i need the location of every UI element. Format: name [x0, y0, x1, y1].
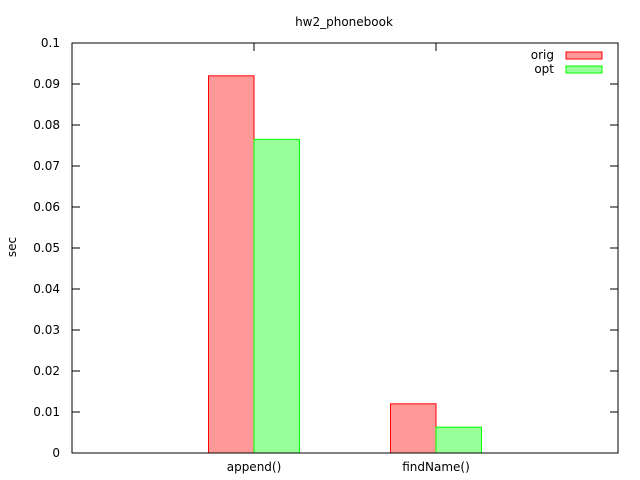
x-tick-label: append() [227, 460, 282, 474]
legend-label-opt: opt [534, 62, 554, 76]
y-tick-label: 0.01 [33, 405, 60, 419]
legend-swatch-opt [565, 65, 603, 74]
y-tick-label: 0.09 [33, 77, 60, 91]
y-tick-label: 0.07 [33, 159, 60, 173]
y-tick-label: 0.06 [33, 200, 60, 214]
bar-opt-1 [435, 426, 482, 454]
y-tick-label: 0.08 [33, 118, 60, 132]
y-tick-label: 0.02 [33, 364, 60, 378]
legend-swatch-orig [565, 51, 603, 60]
y-tick-label: 0.03 [33, 323, 60, 337]
y-tick-label: 0.1 [41, 36, 60, 50]
y-axis-label: sec [5, 237, 19, 257]
x-tick-label: findName() [402, 460, 470, 474]
chart-title: hw2_phonebook [295, 15, 393, 29]
bar-opt-0 [253, 138, 300, 454]
y-axis: 0 0.01 0.02 0.03 0.04 0.05 0.06 0.07 0.08 0.09 0.1 [33, 36, 618, 460]
bar-orig-0 [208, 75, 255, 454]
y-tick-label: 0.04 [33, 282, 60, 296]
legend-label-orig: orig [531, 48, 554, 62]
y-tick-label: 0.05 [33, 241, 60, 255]
y-tick-label: 0 [52, 446, 60, 460]
bar-orig-1 [390, 403, 437, 454]
bars-group [208, 75, 482, 454]
plot-area-border [71, 42, 619, 454]
